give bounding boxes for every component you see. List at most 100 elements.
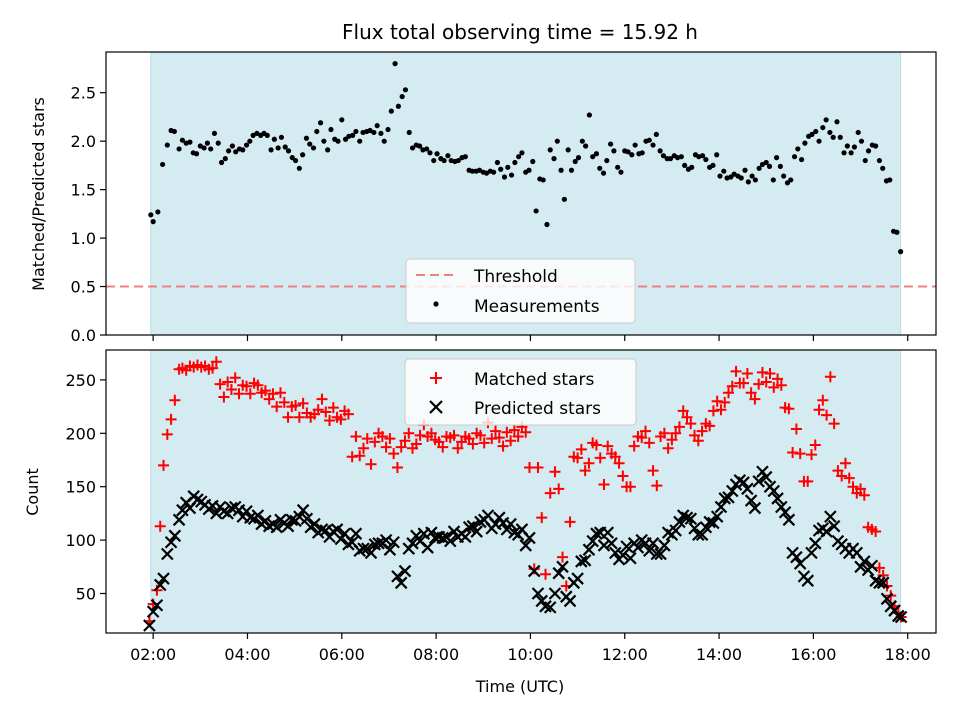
- measurement-point: [275, 145, 281, 151]
- bottom-legend: Matched stars Predicted stars: [404, 358, 637, 426]
- measurement-point: [615, 164, 621, 170]
- matched-star-point: [154, 520, 166, 532]
- measurement-point: [208, 146, 214, 152]
- matched-star-point: [870, 526, 882, 538]
- matched-star-point: [575, 443, 587, 455]
- predicted-star-point: [364, 546, 378, 560]
- matched-star-point: [738, 377, 750, 389]
- matched-star-point: [151, 584, 163, 596]
- matched-star-point: [501, 426, 513, 438]
- measurement-point: [247, 138, 253, 144]
- measurement-point: [593, 151, 600, 157]
- predicted-star-point: [563, 594, 577, 608]
- predicted-star-point: [379, 533, 393, 547]
- measurement-point: [781, 173, 787, 179]
- predicted-star-point: [383, 543, 397, 556]
- measurement-point: [604, 157, 610, 164]
- predicted-star-point: [790, 550, 803, 564]
- matched-star-point: [335, 413, 347, 425]
- predicted-star-point: [387, 535, 400, 549]
- measurement-point: [558, 167, 564, 173]
- measurement-point: [858, 138, 865, 144]
- measurement-point: [427, 150, 433, 156]
- matched-star-point: [508, 424, 520, 436]
- matched-star-point: [342, 408, 354, 420]
- matched-star-point: [391, 461, 403, 473]
- measurement-point: [554, 138, 560, 144]
- predicted-star-point: [543, 601, 557, 614]
- predicted-star-point: [722, 491, 735, 504]
- predicted-star-point: [771, 492, 784, 505]
- x-tick-label: 08:00: [413, 645, 459, 664]
- measurement-point: [745, 179, 751, 185]
- matched-star-point: [715, 404, 727, 416]
- predicted-star-point: [164, 535, 178, 549]
- matched-star-point: [312, 404, 324, 416]
- legend-matched-label: Matched stars: [474, 370, 594, 390]
- predicted-star-point: [865, 559, 879, 572]
- predicted-star-point: [673, 515, 686, 529]
- matched-star-point: [756, 366, 768, 378]
- matched-star-point: [520, 426, 532, 438]
- predicted-star-point: [459, 530, 472, 544]
- measurement-point: [544, 221, 550, 228]
- measurement-point: [766, 163, 773, 169]
- predicted-star-point: [357, 542, 370, 555]
- matched-star-point: [241, 380, 253, 392]
- predicted-star-point: [519, 539, 532, 552]
- predicted-star-point: [398, 564, 412, 578]
- matched-star-point: [613, 457, 625, 469]
- matched-star-point: [609, 451, 621, 463]
- measurement-point: [639, 150, 645, 156]
- predicted-star-point: [778, 506, 792, 519]
- predicted-star-point: [153, 578, 167, 592]
- measurement-point: [632, 142, 638, 148]
- matched-star-point: [448, 429, 460, 441]
- matched-star-point: [380, 441, 392, 453]
- matched-star-point: [647, 465, 659, 477]
- measurement-point: [282, 144, 288, 150]
- matched-star-point: [327, 402, 339, 414]
- matched-star-point: [233, 388, 245, 400]
- x-axis-label: Time (UTC): [475, 677, 564, 696]
- measurement-point: [561, 196, 567, 202]
- predicted-star-point: [597, 539, 611, 552]
- measurement-point: [512, 159, 518, 166]
- matched-star-point: [384, 433, 396, 445]
- matched-star-point: [207, 362, 219, 374]
- predicted-star-point: [725, 484, 739, 498]
- predicted-star-point: [161, 547, 174, 561]
- predicted-star-point: [775, 500, 788, 514]
- predicted-star-point: [605, 537, 618, 550]
- matched-star-point: [666, 434, 678, 446]
- matched-star-point: [564, 516, 576, 528]
- matched-star-point: [741, 367, 753, 379]
- measurement-point: [565, 147, 571, 153]
- measurement-point: [820, 124, 826, 131]
- measurement-point: [816, 138, 822, 144]
- predicted-star-point: [654, 547, 667, 561]
- measurement-point: [357, 138, 363, 144]
- matched-star-point: [843, 472, 855, 484]
- predicted-star-point: [680, 511, 694, 524]
- matched-star-point: [707, 405, 719, 417]
- measurement-point: [575, 155, 582, 161]
- measurement-point: [455, 157, 461, 164]
- measurement-point: [629, 152, 635, 158]
- measurement-point: [434, 151, 440, 157]
- matched-star-point: [681, 411, 693, 423]
- predicted-star-point: [548, 587, 562, 600]
- measurement-point: [159, 161, 166, 168]
- predicted-star-point: [684, 512, 698, 526]
- matched-star-point: [229, 372, 241, 384]
- predicted-star-point: [631, 541, 645, 554]
- matched-star-point: [425, 427, 437, 439]
- measurement-point: [310, 145, 317, 151]
- matched-star-point: [549, 466, 561, 478]
- predicted-star-point: [334, 532, 348, 546]
- legend-measurements-swatch: [433, 301, 439, 307]
- predicted-star-point: [281, 519, 295, 533]
- measurement-point: [844, 143, 850, 149]
- predicted-star-point: [824, 510, 837, 523]
